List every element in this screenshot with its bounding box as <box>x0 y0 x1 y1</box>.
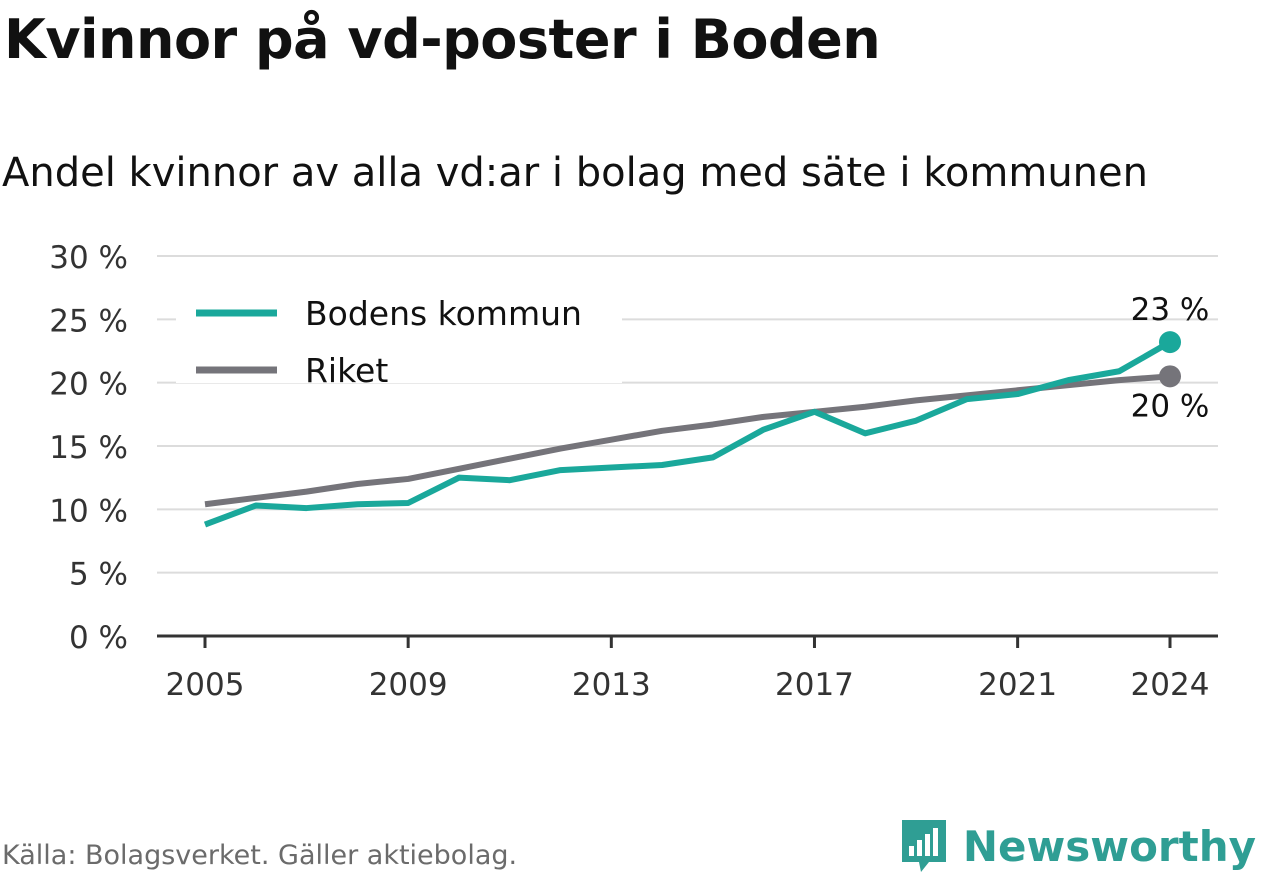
end-value-label: 23 % <box>1131 292 1210 328</box>
x-tick-label: 2021 <box>978 667 1057 703</box>
y-tick-label: 20 % <box>49 367 128 403</box>
end-point-marker <box>1159 331 1181 354</box>
series-line <box>204 373 1171 508</box>
series-line <box>203 339 1172 528</box>
brand-name: Newsworthy <box>962 821 1256 871</box>
end-point-marker <box>1159 365 1181 388</box>
y-tick-label: 0 % <box>69 620 128 656</box>
chart-title: Kvinnor på vd-poster i Boden <box>4 8 881 71</box>
bar-chart-speech-bubble-icon <box>901 820 946 872</box>
legend-label: Riket <box>305 351 388 390</box>
brand-logo: Newsworthy <box>899 818 1256 874</box>
x-tick-label: 2013 <box>572 667 651 703</box>
x-tick-label: 2024 <box>1131 667 1210 703</box>
y-tick-label: 30 % <box>49 240 128 276</box>
y-tick-label: 10 % <box>49 493 128 529</box>
y-tick-label: 5 % <box>69 557 128 593</box>
x-tick-label: 2005 <box>166 667 245 703</box>
y-tick-label: 15 % <box>49 430 128 466</box>
x-tick-label: 2009 <box>369 667 448 703</box>
end-value-label: 20 % <box>1131 388 1210 424</box>
y-tick-label: 25 % <box>49 303 128 339</box>
source-note: Källa: Bolagsverket. Gäller aktiebolag. <box>2 840 518 871</box>
chart-subtitle: Andel kvinnor av alla vd:ar i bolag med … <box>2 150 1148 196</box>
x-tick-label: 2017 <box>775 667 854 703</box>
legend-label: Bodens kommun <box>305 294 582 333</box>
